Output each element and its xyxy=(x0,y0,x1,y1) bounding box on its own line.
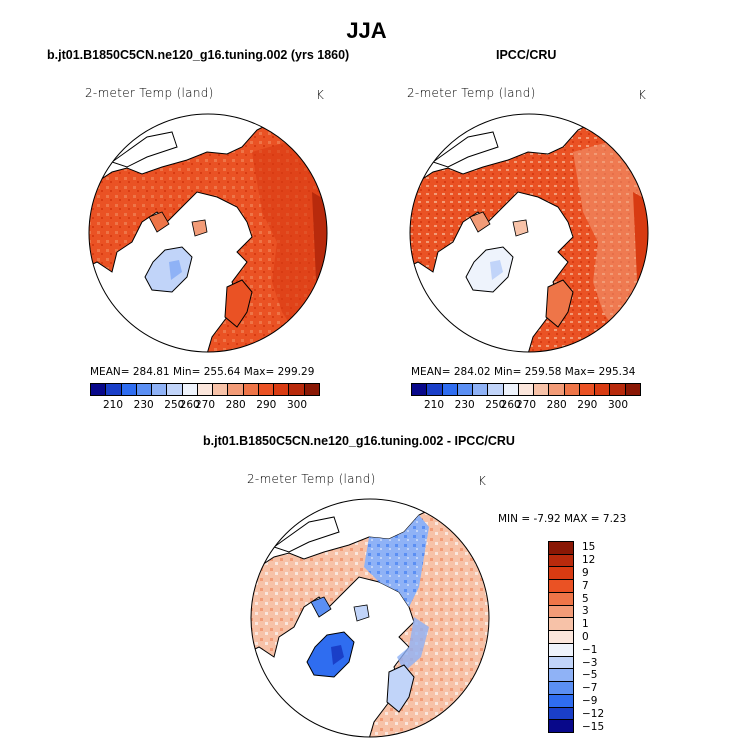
colorbar-tick-label: −12 xyxy=(582,707,605,720)
model-colorbar xyxy=(90,383,320,396)
colorbar-swatch xyxy=(549,669,573,683)
diff-variable-label: 2-meter Temp (land) xyxy=(247,472,376,486)
diff-colorbar xyxy=(548,541,574,733)
colorbar-tick-label: 250 xyxy=(485,399,506,411)
obs-stats: MEAN= 284.02 Min= 259.58 Max= 295.34 xyxy=(411,366,636,378)
colorbar-swatch xyxy=(564,384,580,395)
colorbar-tick-label: 280 xyxy=(225,399,246,411)
colorbar-tick-label: 5 xyxy=(582,592,589,605)
colorbar-tick-label: 210 xyxy=(423,399,445,411)
colorbar-swatch xyxy=(534,384,550,395)
colorbar-tick-label: 260 xyxy=(179,399,200,411)
colorbar-tick-label: 12 xyxy=(582,554,596,567)
colorbar-swatch xyxy=(503,384,519,395)
colorbar-swatch xyxy=(167,384,183,395)
colorbar-swatch xyxy=(136,384,153,395)
colorbar-swatch xyxy=(228,384,244,395)
colorbar-tick-label: 230 xyxy=(454,399,475,411)
obs-polar-map xyxy=(409,113,649,353)
colorbar-swatch xyxy=(549,682,573,695)
colorbar-tick-label: 290 xyxy=(256,399,277,411)
colorbar-tick-label: 280 xyxy=(546,399,567,411)
colorbar-swatch xyxy=(549,605,573,619)
colorbar-swatch xyxy=(579,384,596,395)
colorbar-swatch xyxy=(549,631,573,644)
obs-variable-label: 2-meter Temp (land) xyxy=(407,86,536,100)
diff-stats: MIN = -7.92 MAX = 7.23 xyxy=(498,513,627,525)
colorbar-swatch xyxy=(427,384,443,395)
colorbar-tick-label: −5 xyxy=(582,669,598,682)
colorbar-swatch xyxy=(518,384,535,395)
obs-colorbar-ticks: 210 230 250 260 270 280 290 300 xyxy=(411,399,641,413)
colorbar-swatch xyxy=(106,384,122,395)
colorbar-swatch xyxy=(91,384,107,395)
colorbar-tick-label: 15 xyxy=(582,541,596,554)
diff-panel-title: b.jt01.B1850C5CN.ne120_g16.tuning.002 - … xyxy=(203,434,515,448)
colorbar-swatch xyxy=(549,694,573,708)
colorbar-swatch xyxy=(549,656,573,670)
colorbar-tick-label: 270 xyxy=(194,399,216,411)
colorbar-swatch xyxy=(442,384,458,395)
colorbar-swatch xyxy=(549,542,573,555)
diff-units-label: K xyxy=(478,474,487,488)
colorbar-tick-label: 230 xyxy=(133,399,154,411)
colorbar-swatch xyxy=(549,384,565,395)
obs-colorbar xyxy=(411,383,641,396)
obs-units-label: K xyxy=(638,88,647,102)
colorbar-swatch xyxy=(289,384,305,395)
diff-colorbar-ticks: 15 12 9 7 5 3 1 0 −1 −3 −5 −7 −9 −12 −15 xyxy=(582,541,622,733)
colorbar-swatch xyxy=(473,384,489,395)
colorbar-tick-label: 9 xyxy=(582,567,589,579)
model-panel-title: b.jt01.B1850C5CN.ne120_g16.tuning.002 (y… xyxy=(47,48,350,62)
colorbar-swatch xyxy=(152,384,168,395)
colorbar-tick-label: 3 xyxy=(582,605,589,618)
colorbar-tick-label: −9 xyxy=(582,695,598,707)
colorbar-swatch xyxy=(549,592,573,606)
model-stats: MEAN= 284.81 Min= 255.64 Max= 299.29 xyxy=(90,366,315,378)
colorbar-tick-label: 0 xyxy=(582,631,589,643)
colorbar-swatch xyxy=(304,384,319,395)
colorbar-tick-label: −7 xyxy=(582,682,598,695)
model-variable-label: 2-meter Temp (land) xyxy=(85,86,214,100)
colorbar-tick-label: 250 xyxy=(164,399,185,411)
colorbar-tick-label: −3 xyxy=(582,656,598,669)
colorbar-tick-label: 300 xyxy=(607,399,629,411)
colorbar-swatch xyxy=(182,384,198,395)
colorbar-swatch xyxy=(488,384,504,395)
colorbar-swatch xyxy=(457,384,474,395)
colorbar-swatch xyxy=(549,643,573,657)
colorbar-swatch xyxy=(121,384,137,395)
colorbar-swatch xyxy=(549,554,573,568)
colorbar-swatch xyxy=(610,384,626,395)
colorbar-swatch xyxy=(549,707,573,721)
colorbar-swatch xyxy=(412,384,428,395)
colorbar-tick-label: −15 xyxy=(582,720,605,733)
colorbar-swatch xyxy=(243,384,259,395)
colorbar-tick-label: 270 xyxy=(515,399,537,411)
colorbar-swatch xyxy=(274,384,290,395)
colorbar-tick-label: 260 xyxy=(500,399,521,411)
colorbar-tick-label: 290 xyxy=(577,399,598,411)
colorbar-tick-label: 1 xyxy=(582,618,589,631)
model-colorbar-ticks: 210 230 250 260 270 280 290 300 xyxy=(90,399,320,413)
colorbar-swatch xyxy=(625,384,640,395)
colorbar-swatch xyxy=(197,384,214,395)
colorbar-swatch xyxy=(549,580,573,593)
model-polar-map xyxy=(88,113,328,353)
diff-polar-map xyxy=(250,498,490,738)
colorbar-swatch xyxy=(258,384,275,395)
colorbar-tick-label: 300 xyxy=(286,399,308,411)
colorbar-swatch xyxy=(595,384,611,395)
model-units-label: K xyxy=(316,88,325,102)
colorbar-swatch xyxy=(213,384,229,395)
colorbar-tick-label: −1 xyxy=(582,643,598,656)
colorbar-tick-label: 210 xyxy=(102,399,124,411)
page-title: JJA xyxy=(346,18,387,43)
colorbar-swatch xyxy=(549,618,573,632)
colorbar-tick-label: 7 xyxy=(582,579,589,592)
obs-panel-title: IPCC/CRU xyxy=(496,48,557,62)
colorbar-swatch xyxy=(549,720,573,733)
colorbar-swatch xyxy=(549,567,573,581)
